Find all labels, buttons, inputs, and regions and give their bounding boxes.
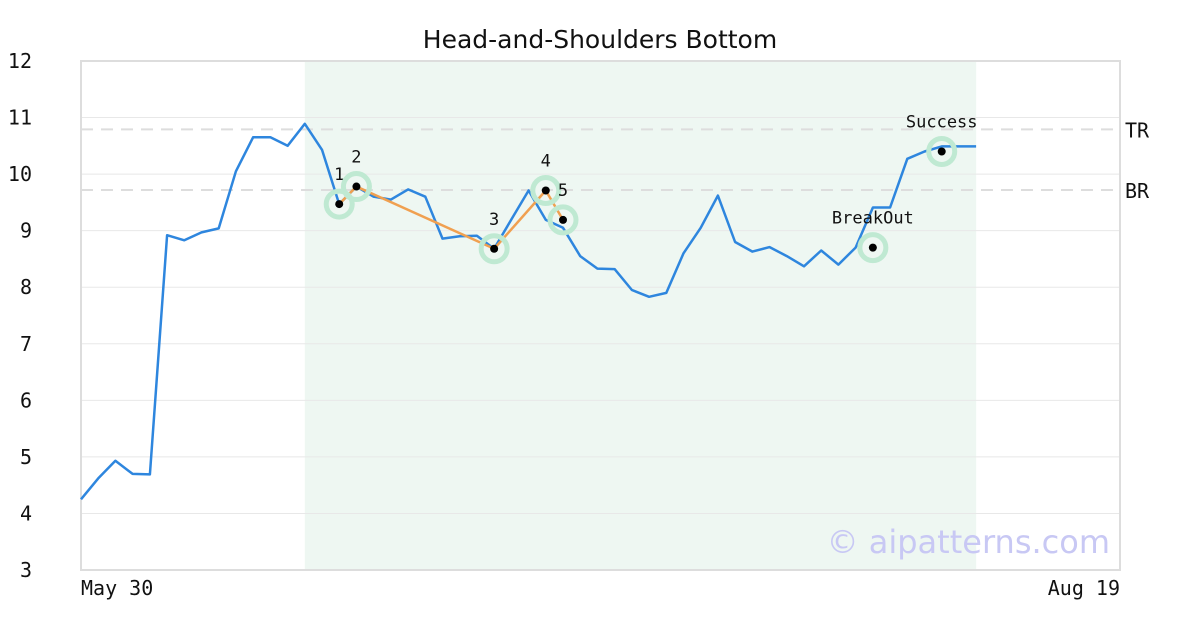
y-tick-label: 3 [20, 558, 32, 582]
y-tick-label: 6 [20, 388, 32, 412]
event-breakout-dot [868, 243, 877, 252]
pattern-segment [355, 185, 495, 250]
y-tick-label: 7 [20, 332, 32, 356]
pattern-point-3-dot [490, 244, 499, 253]
event-breakout-halo [857, 232, 889, 264]
x-tick-label: May 30 [81, 576, 153, 600]
pattern-point-4-halo [530, 175, 562, 207]
markers-layer: 12 3 45 BreakOut Success [323, 112, 978, 265]
pattern-point-2-dot [352, 182, 361, 191]
y-tick-label: 8 [20, 275, 32, 299]
reference-label-br: BR [1125, 179, 1150, 203]
y-tick-label: 4 [20, 501, 32, 525]
event-breakout-label: BreakOut [832, 209, 914, 229]
pattern-point-1-halo [323, 188, 355, 220]
y-tick-label: 11 [8, 106, 32, 130]
event-success-label: Success [906, 112, 978, 132]
pattern-point-5-halo [547, 204, 579, 236]
pattern-point-5-dot [559, 215, 567, 224]
reference-label-tr: TR [1125, 118, 1150, 142]
y-tick-label: 9 [20, 219, 32, 243]
pattern-point-2-halo [340, 171, 372, 203]
plot-area-frame [80, 60, 1121, 571]
event-success-halo [926, 135, 958, 167]
pattern-point-3-label: 3 [489, 210, 499, 230]
y-tick-label: 12 [8, 49, 32, 73]
y-tick-label: 5 [20, 445, 32, 469]
price-series-line [80, 122, 977, 501]
pattern-point-3-halo [478, 233, 510, 265]
price-series-layer [80, 122, 977, 501]
event-success-dot [937, 147, 946, 156]
pattern-region-layer [304, 61, 977, 570]
reference-lines: TR BR [81, 118, 1150, 203]
pattern-point-5-label: 5 [558, 181, 568, 201]
pattern-point-4-dot [541, 186, 550, 195]
pattern-region [304, 61, 977, 570]
chart-title: Head-and-Shoulders Bottom [423, 25, 777, 54]
pattern-point-4-label: 4 [541, 152, 551, 172]
x-tick-label: Aug 19 [1048, 576, 1120, 600]
watermark-text: © aipatterns.com [827, 523, 1110, 561]
y-tick-label: 10 [8, 162, 32, 186]
pattern-point-1-dot [335, 200, 344, 209]
pattern-point-2-label: 2 [351, 148, 361, 168]
pattern-point-1-label: 1 [334, 165, 344, 185]
pattern-segment [544, 189, 565, 221]
